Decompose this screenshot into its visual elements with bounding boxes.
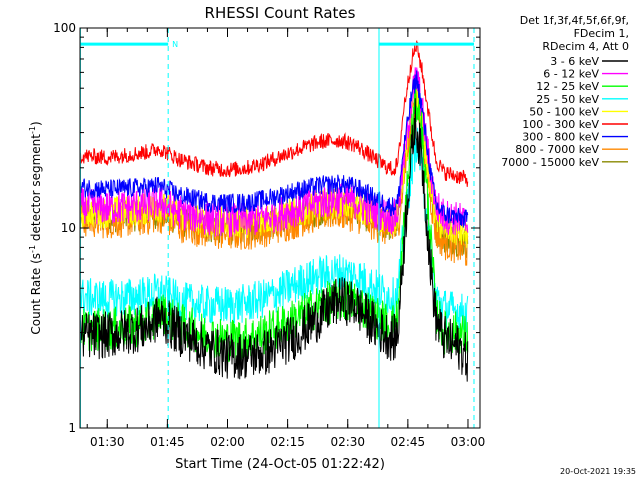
x-tick-label: 02:00 [210, 435, 245, 449]
y-axis-ticks: 1 10 100 [53, 21, 480, 435]
legend-entry-label: 3 - 6 keV [550, 55, 599, 68]
legend-entry-label: 800 - 7000 keV [515, 143, 599, 156]
legend-entry-label: 25 - 50 keV [536, 93, 599, 106]
x-tick-label: 02:45 [391, 435, 426, 449]
x-tick-label: 03:00 [451, 435, 486, 449]
legend-entry-label: 6 - 12 keV [543, 68, 599, 81]
legend-header-line: FDecim 1, [574, 27, 629, 40]
series-line [79, 67, 469, 238]
chart-title: RHESSI Count Rates [205, 4, 356, 22]
series-line [79, 98, 469, 382]
legend-entry-label: 300 - 800 keV [522, 131, 599, 144]
series-line [79, 70, 469, 228]
footer-timestamp: 20-Oct-2021 19:35 [560, 467, 636, 476]
legend-header-line: Det 1f,3f,4f,5f,6f,9f, [520, 14, 629, 27]
x-axis-label: Start Time (24-Oct-05 01:22:42) [175, 457, 385, 472]
x-tick-label: 01:30 [90, 435, 125, 449]
y-tick-label: 10 [61, 221, 76, 235]
legend-entry-label: 100 - 300 keV [522, 118, 599, 131]
legend-entry-label: 7000 - 15000 keV [501, 156, 599, 169]
legend-entry-label: 12 - 25 keV [536, 80, 599, 93]
legend-header-line: RDecim 4, Att 0 [542, 40, 629, 53]
x-tick-label: 02:30 [330, 435, 365, 449]
y-tick-label: 1 [68, 421, 76, 435]
legend-entry-label: 50 - 100 keV [529, 105, 599, 118]
x-tick-label: 02:15 [270, 435, 305, 449]
y-axis-label: Count Rate (s-1 detector segment-1) [28, 121, 43, 334]
x-axis-ticks: 01:30 01:45 02:00 02:15 02:30 02:45 03:00 [86, 28, 486, 449]
attenuator-state-label: N [172, 40, 178, 49]
series-line [79, 40, 469, 187]
y-tick-label: 100 [53, 21, 76, 35]
legend: Det 1f,3f,4f,5f,6f,9f,FDecim 1,RDecim 4,… [501, 14, 629, 169]
x-tick-label: 01:45 [150, 435, 185, 449]
plot-area [79, 40, 469, 382]
